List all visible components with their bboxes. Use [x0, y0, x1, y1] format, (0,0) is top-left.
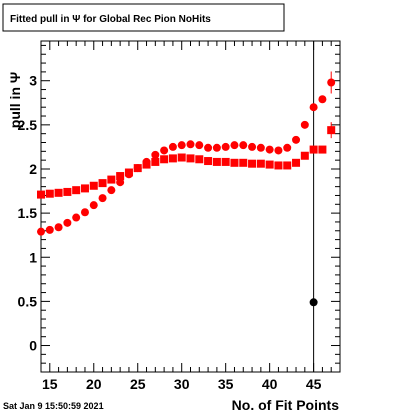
- circle-marker: [177, 141, 186, 150]
- plot-frame: [40, 40, 341, 373]
- circle-marker: [151, 150, 160, 159]
- y-tick-label: 3: [29, 73, 37, 89]
- y-tick-label: 0.5: [18, 293, 38, 309]
- square-marker: [160, 155, 169, 164]
- circle-marker: [160, 146, 169, 155]
- circle-marker: [256, 143, 265, 152]
- square-marker: [318, 145, 327, 154]
- circle-marker: [292, 135, 301, 144]
- circle-marker: [124, 170, 133, 179]
- circle-marker: [72, 213, 81, 222]
- circle-marker: [274, 146, 283, 155]
- square-marker: [80, 184, 89, 193]
- square-marker: [63, 187, 72, 196]
- square-marker: [195, 155, 204, 164]
- circle-marker: [54, 223, 63, 232]
- y-tick-label: 1.5: [18, 205, 38, 221]
- black-circle-marker: [309, 298, 318, 307]
- square-marker: [186, 154, 195, 163]
- square-marker: [204, 157, 213, 166]
- circle-marker: [98, 194, 107, 203]
- square-marker: [300, 151, 309, 160]
- circle-marker: [80, 208, 89, 217]
- x-tick-label: 35: [218, 376, 234, 392]
- circle-marker: [133, 164, 142, 173]
- circle-marker: [239, 141, 248, 150]
- circle-marker: [221, 142, 230, 151]
- square-marker: [107, 175, 116, 184]
- square-marker: [116, 172, 125, 181]
- circle-marker: [230, 141, 239, 150]
- timestamp: Sat Jan 9 15:50:59 2021: [3, 401, 104, 411]
- x-axis-title: No. of Fit Points: [232, 397, 340, 413]
- circle-marker: [116, 178, 125, 187]
- x-tick-label: 45: [306, 376, 322, 392]
- square-marker: [239, 158, 248, 167]
- square-marker: [292, 158, 301, 167]
- x-tick-label: 30: [174, 376, 190, 392]
- square-marker: [177, 153, 186, 162]
- square-marker: [212, 157, 221, 166]
- square-marker: [309, 145, 318, 154]
- square-marker: [98, 179, 107, 188]
- circle-marker: [265, 145, 274, 154]
- square-marker: [37, 190, 45, 199]
- y-axis-title: pull in Ψ: [7, 72, 23, 128]
- circle-marker: [283, 143, 292, 152]
- y-tick-label: 1: [29, 249, 37, 265]
- circle-marker: [168, 142, 177, 151]
- x-tick-label: 40: [262, 376, 278, 392]
- circle-marker: [309, 103, 318, 112]
- y-tick-label: 2.5: [18, 117, 38, 133]
- title-box: [2, 3, 285, 32]
- circle-marker: [107, 186, 116, 195]
- square-marker: [230, 158, 239, 167]
- circle-marker: [204, 143, 213, 152]
- axis-ticks: 15 20 25 30 35 40 45 0 0.5 1 1.5 2 2.5 3: [18, 41, 341, 392]
- square-marker: [151, 157, 160, 166]
- x-tick-label: 15: [42, 376, 58, 392]
- data-marks: [37, 71, 336, 307]
- circle-marker: [318, 95, 327, 104]
- square-marker: [168, 154, 177, 163]
- square-marker: [265, 160, 274, 169]
- x-tick-label: 20: [86, 376, 102, 392]
- square-marker: [221, 157, 230, 166]
- square-marker: [248, 159, 257, 168]
- circle-marker: [186, 140, 195, 149]
- circle-marker: [45, 225, 54, 234]
- chart-title: Fitted pull in Ψ for Global Rec Pion NoH…: [10, 14, 211, 25]
- square-marker: [89, 181, 98, 190]
- circle-marker: [248, 142, 257, 151]
- square-marker: [274, 161, 283, 170]
- square-marker: [256, 159, 265, 168]
- y-tick-label: 0: [29, 338, 37, 354]
- circle-marker: [63, 218, 72, 227]
- circle-marker: [195, 141, 204, 150]
- circle-marker: [300, 120, 309, 129]
- square-marker: [283, 161, 292, 170]
- circle-marker: [89, 201, 98, 210]
- y-tick-label: 2: [29, 161, 37, 177]
- square-marker: [45, 189, 54, 198]
- circle-marker: [142, 157, 151, 166]
- square-marker: [72, 186, 81, 195]
- circle-marker: [37, 227, 45, 236]
- circle-marker: [212, 143, 221, 152]
- square-marker: [54, 188, 63, 197]
- x-tick-label: 25: [130, 376, 146, 392]
